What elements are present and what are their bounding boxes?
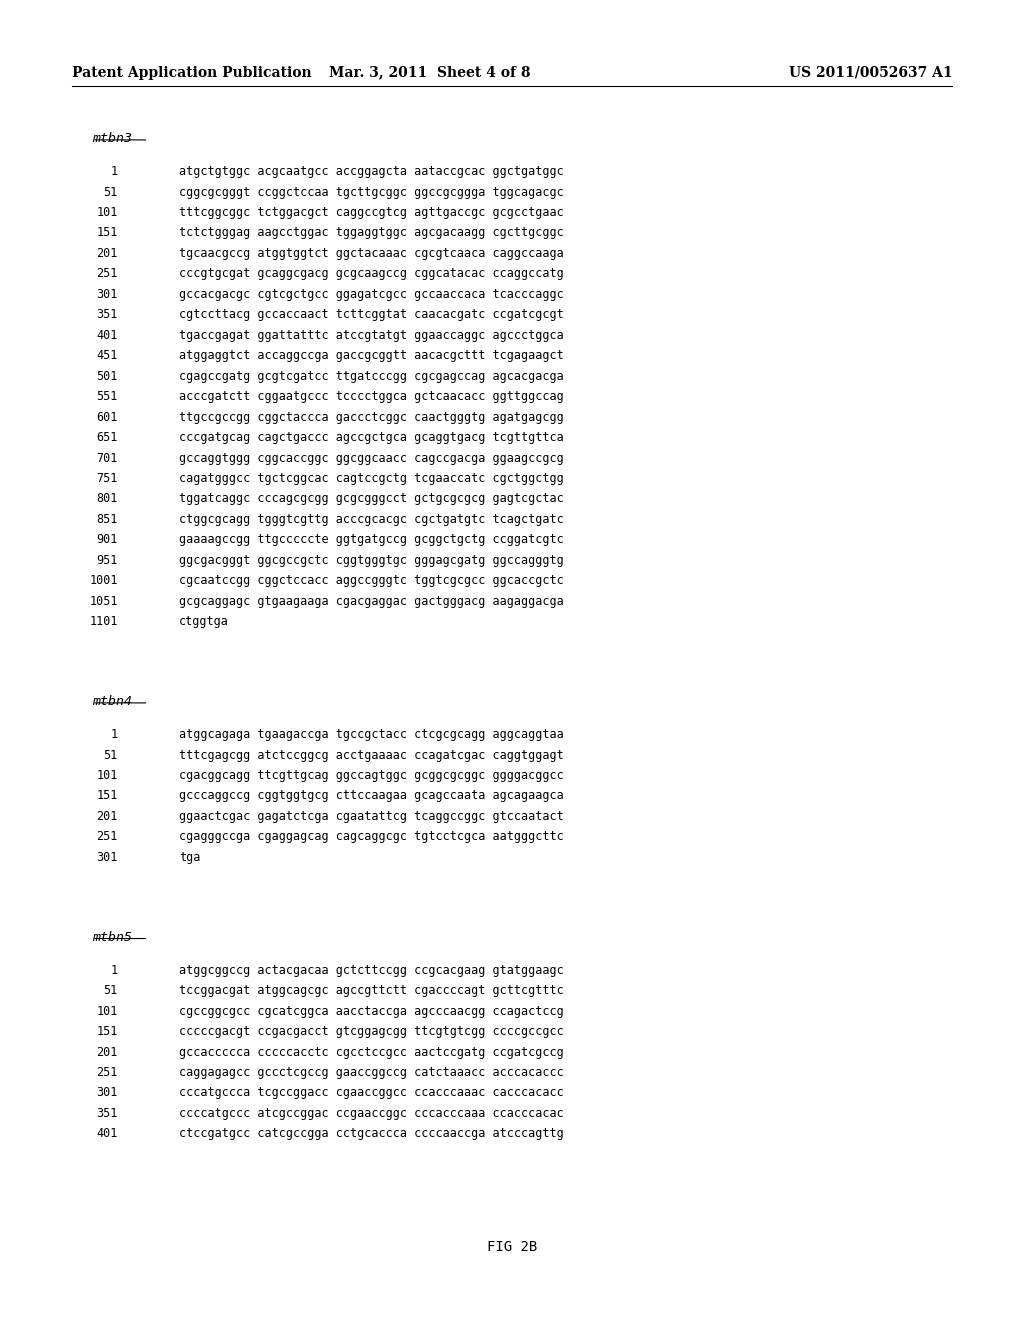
Text: 451: 451 <box>96 350 118 362</box>
Text: 51: 51 <box>103 748 118 762</box>
Text: 1: 1 <box>111 165 118 178</box>
Text: 1: 1 <box>111 729 118 741</box>
Text: cagatgggcc tgctcggcac cagtccgctg tcgaaccatc cgctggctgg: cagatgggcc tgctcggcac cagtccgctg tcgaacc… <box>179 473 564 484</box>
Text: cgagccgatg gcgtcgatcc ttgatcccgg cgcgagccag agcacgacga: cgagccgatg gcgtcgatcc ttgatcccgg cgcgagc… <box>179 370 564 383</box>
Text: 201: 201 <box>96 810 118 822</box>
Text: tttcgagcgg atctccggcg acctgaaaac ccagatcgac caggtggagt: tttcgagcgg atctccggcg acctgaaaac ccagatc… <box>179 748 564 762</box>
Text: atggcagaga tgaagaccga tgccgctacc ctcgcgcagg aggcaggtaa: atggcagaga tgaagaccga tgccgctacc ctcgcgc… <box>179 729 564 741</box>
Text: 401: 401 <box>96 329 118 342</box>
Text: 251: 251 <box>96 1067 118 1078</box>
Text: Mar. 3, 2011  Sheet 4 of 8: Mar. 3, 2011 Sheet 4 of 8 <box>330 66 530 79</box>
Text: 301: 301 <box>96 288 118 301</box>
Text: gccaccccca cccccacctc cgcctccgcc aactccgatg ccgatcgccg: gccaccccca cccccacctc cgcctccgcc aactccg… <box>179 1045 564 1059</box>
Text: ggcgacgggt ggcgccgctc cggtgggtgc gggagcgatg ggccagggtg: ggcgacgggt ggcgccgctc cggtgggtgc gggagcg… <box>179 554 564 566</box>
Text: cccgtgcgat gcaggcgacg gcgcaagccg cggcatacac ccaggccatg: cccgtgcgat gcaggcgacg gcgcaagccg cggcata… <box>179 268 564 280</box>
Text: 101: 101 <box>96 206 118 219</box>
Text: atggaggtct accaggccga gaccgcggtt aacacgcttt tcgagaagct: atggaggtct accaggccga gaccgcggtt aacacgc… <box>179 350 564 362</box>
Text: 101: 101 <box>96 1005 118 1018</box>
Text: gcccaggccg cggtggtgcg cttccaagaa gcagccaata agcagaagca: gcccaggccg cggtggtgcg cttccaagaa gcagcca… <box>179 789 564 803</box>
Text: cgccggcgcc cgcatcggca aacctaccga agcccaacgg ccagactccg: cgccggcgcc cgcatcggca aacctaccga agcccaa… <box>179 1005 564 1018</box>
Text: tccggacgat atggcagcgc agccgttctt cgaccccagt gcttcgtttc: tccggacgat atggcagcgc agccgttctt cgacccc… <box>179 985 564 997</box>
Text: FIG 2B: FIG 2B <box>486 1241 538 1254</box>
Text: 51: 51 <box>103 985 118 997</box>
Text: ccccatgccc atcgccggac ccgaaccggc cccacccaaa ccacccacac: ccccatgccc atcgccggac ccgaaccggc cccaccc… <box>179 1107 564 1119</box>
Text: cgacggcagg ttcgttgcag ggccagtggc gcggcgcggc ggggacggcc: cgacggcagg ttcgttgcag ggccagtggc gcggcgc… <box>179 770 564 781</box>
Text: 1101: 1101 <box>89 615 118 628</box>
Text: 1: 1 <box>111 964 118 977</box>
Text: 651: 651 <box>96 432 118 444</box>
Text: 251: 251 <box>96 268 118 280</box>
Text: mtbn5: mtbn5 <box>92 931 132 944</box>
Text: 151: 151 <box>96 227 118 239</box>
Text: tga: tga <box>179 851 201 863</box>
Text: 501: 501 <box>96 370 118 383</box>
Text: 851: 851 <box>96 513 118 525</box>
Text: ttgccgccgg cggctaccca gaccctcggc caactgggtg agatgagcgg: ttgccgccgg cggctaccca gaccctcggc caactgg… <box>179 411 564 424</box>
Text: tggatcaggc cccagcgcgg gcgcgggcct gctgcgcgcg gagtcgctac: tggatcaggc cccagcgcgg gcgcgggcct gctgcgc… <box>179 492 564 506</box>
Text: 201: 201 <box>96 1045 118 1059</box>
Text: cccccgacgt ccgacgacct gtcggagcgg ttcgtgtcgg ccccgccgcc: cccccgacgt ccgacgacct gtcggagcgg ttcgtgt… <box>179 1026 564 1038</box>
Text: 201: 201 <box>96 247 118 260</box>
Text: 401: 401 <box>96 1127 118 1140</box>
Text: gaaaagccgg ttgcccccte ggtgatgccg gcggctgctg ccggatcgtc: gaaaagccgg ttgcccccte ggtgatgccg gcggctg… <box>179 533 564 546</box>
Text: 51: 51 <box>103 186 118 198</box>
Text: 151: 151 <box>96 1026 118 1038</box>
Text: 801: 801 <box>96 492 118 506</box>
Text: tgaccgagat ggattatttc atccgtatgt ggaaccaggc agccctggca: tgaccgagat ggattatttc atccgtatgt ggaacca… <box>179 329 564 342</box>
Text: US 2011/0052637 A1: US 2011/0052637 A1 <box>788 66 952 79</box>
Text: 151: 151 <box>96 789 118 803</box>
Text: tctctgggag aagcctggac tggaggtggc agcgacaagg cgcttgcggc: tctctgggag aagcctggac tggaggtggc agcgaca… <box>179 227 564 239</box>
Text: 951: 951 <box>96 554 118 566</box>
Text: gccacgacgc cgtcgctgcc ggagatcgcc gccaaccaca tcacccaggc: gccacgacgc cgtcgctgcc ggagatcgcc gccaacc… <box>179 288 564 301</box>
Text: ctccgatgcc catcgccgga cctgcaccca ccccaaccga atcccagttg: ctccgatgcc catcgccgga cctgcaccca ccccaac… <box>179 1127 564 1140</box>
Text: atgctgtggc acgcaatgcc accggagcta aataccgcac ggctgatggc: atgctgtggc acgcaatgcc accggagcta aataccg… <box>179 165 564 178</box>
Text: 601: 601 <box>96 411 118 424</box>
Text: tgcaacgccg atggtggtct ggctacaaac cgcgtcaaca caggccaaga: tgcaacgccg atggtggtct ggctacaaac cgcgtca… <box>179 247 564 260</box>
Text: Patent Application Publication: Patent Application Publication <box>72 66 311 79</box>
Text: 351: 351 <box>96 1107 118 1119</box>
Text: mtbn3: mtbn3 <box>92 132 132 145</box>
Text: atggcggccg actacgacaa gctcttccgg ccgcacgaag gtatggaagc: atggcggccg actacgacaa gctcttccgg ccgcacg… <box>179 964 564 977</box>
Text: acccgatctt cggaatgccc tcccctggca gctcaacacc ggttggccag: acccgatctt cggaatgccc tcccctggca gctcaac… <box>179 391 564 403</box>
Text: cgcaatccgg cggctccacc aggccgggtc tggtcgcgcc ggcaccgctc: cgcaatccgg cggctccacc aggccgggtc tggtcgc… <box>179 574 564 587</box>
Text: 251: 251 <box>96 830 118 843</box>
Text: tttcggcggc tctggacgct caggccgtcg agttgaccgc gcgcctgaac: tttcggcggc tctggacgct caggccgtcg agttgac… <box>179 206 564 219</box>
Text: 301: 301 <box>96 1086 118 1100</box>
Text: 901: 901 <box>96 533 118 546</box>
Text: 551: 551 <box>96 391 118 403</box>
Text: 351: 351 <box>96 309 118 321</box>
Text: cgagggccga cgaggagcag cagcaggcgc tgtcctcgca aatgggcttc: cgagggccga cgaggagcag cagcaggcgc tgtcctc… <box>179 830 564 843</box>
Text: 1001: 1001 <box>89 574 118 587</box>
Text: cccgatgcag cagctgaccc agccgctgca gcaggtgacg tcgttgttca: cccgatgcag cagctgaccc agccgctgca gcaggtg… <box>179 432 564 444</box>
Text: 301: 301 <box>96 851 118 863</box>
Text: cgtccttacg gccaccaact tcttcggtat caacacgatc ccgatcgcgt: cgtccttacg gccaccaact tcttcggtat caacacg… <box>179 309 564 321</box>
Text: ctggtga: ctggtga <box>179 615 229 628</box>
Text: 101: 101 <box>96 770 118 781</box>
Text: cggcgcgggt ccggctccaa tgcttgcggc ggccgcggga tggcagacgc: cggcgcgggt ccggctccaa tgcttgcggc ggccgcg… <box>179 186 564 198</box>
Text: 751: 751 <box>96 473 118 484</box>
Text: caggagagcc gccctcgccg gaaccggccg catctaaacc acccacaccc: caggagagcc gccctcgccg gaaccggccg catctaa… <box>179 1067 564 1078</box>
Text: mtbn4: mtbn4 <box>92 696 132 708</box>
Text: ctggcgcagg tgggtcgttg acccgcacgc cgctgatgtc tcagctgatc: ctggcgcagg tgggtcgttg acccgcacgc cgctgat… <box>179 513 564 525</box>
Text: cccatgccca tcgccggacc cgaaccggcc ccacccaaac cacccacacc: cccatgccca tcgccggacc cgaaccggcc ccaccca… <box>179 1086 564 1100</box>
Text: 701: 701 <box>96 451 118 465</box>
Text: ggaactcgac gagatctcga cgaatattcg tcaggccggc gtccaatact: ggaactcgac gagatctcga cgaatattcg tcaggcc… <box>179 810 564 822</box>
Text: gcgcaggagc gtgaagaaga cgacgaggac gactgggacg aagaggacga: gcgcaggagc gtgaagaaga cgacgaggac gactggg… <box>179 595 564 607</box>
Text: 1051: 1051 <box>89 595 118 607</box>
Text: gccaggtggg cggcaccggc ggcggcaacc cagccgacga ggaagccgcg: gccaggtggg cggcaccggc ggcggcaacc cagccga… <box>179 451 564 465</box>
